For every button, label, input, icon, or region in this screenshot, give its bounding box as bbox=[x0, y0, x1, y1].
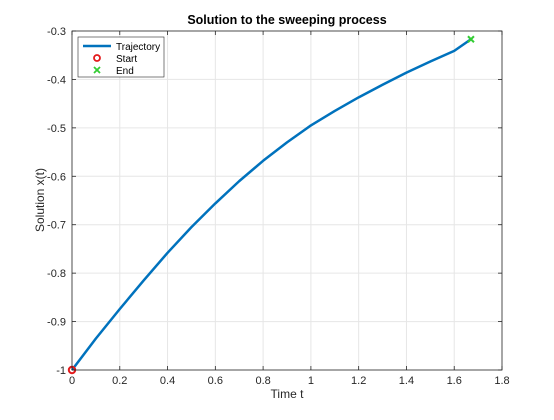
y-tick-label: -0.8 bbox=[47, 268, 66, 280]
series-line-trajectory bbox=[71, 38, 472, 371]
plot-area bbox=[72, 31, 502, 370]
x-tick-label: 1.6 bbox=[447, 375, 462, 387]
legend: Trajectory Start End bbox=[77, 36, 165, 78]
y-tick-label: -0.3 bbox=[47, 26, 66, 38]
x-tick-label: 0.4 bbox=[160, 375, 175, 387]
axes-box bbox=[71, 30, 503, 371]
x-tick-label: 0.6 bbox=[208, 375, 223, 387]
x-tick-label: 1.2 bbox=[351, 375, 366, 387]
legend-start-label: Start bbox=[116, 54, 137, 65]
x-axis-label: Time t bbox=[271, 387, 305, 401]
y-tick-label: -0.4 bbox=[47, 74, 66, 86]
y-tick-label: -0.7 bbox=[47, 220, 66, 232]
x-tick-label: 1 bbox=[308, 375, 314, 387]
x-tick-label: 1.8 bbox=[494, 375, 509, 387]
end-marker bbox=[467, 35, 475, 43]
y-axis-label: Solution x(t) bbox=[33, 168, 47, 232]
x-tick-label: 1.4 bbox=[399, 375, 414, 387]
x-tick-label: 0 bbox=[69, 375, 75, 387]
y-tick-label: -1 bbox=[56, 365, 66, 377]
legend-box bbox=[77, 36, 165, 78]
legend-end-marker-icon bbox=[93, 66, 101, 74]
legend-trajectory-label: Trajectory bbox=[116, 42, 160, 53]
legend-start-marker-icon bbox=[93, 54, 101, 62]
chart-title: Solution to the sweeping process bbox=[187, 13, 386, 27]
tick-layer: 0 0.2 0.4 0.6 0.8 1 1.2 1.4 1.6 1.8 -1 -0.9 -0.8 -0.7… bbox=[47, 26, 510, 387]
x-tick-label: 0.8 bbox=[255, 375, 270, 387]
y-tick-label: -0.5 bbox=[47, 123, 66, 135]
x-tick-label: 0.2 bbox=[112, 375, 127, 387]
y-tick-label: -0.9 bbox=[47, 317, 66, 329]
legend-end-label: End bbox=[116, 66, 134, 77]
series-layer bbox=[71, 38, 472, 371]
y-tick-label: -0.6 bbox=[47, 171, 66, 183]
